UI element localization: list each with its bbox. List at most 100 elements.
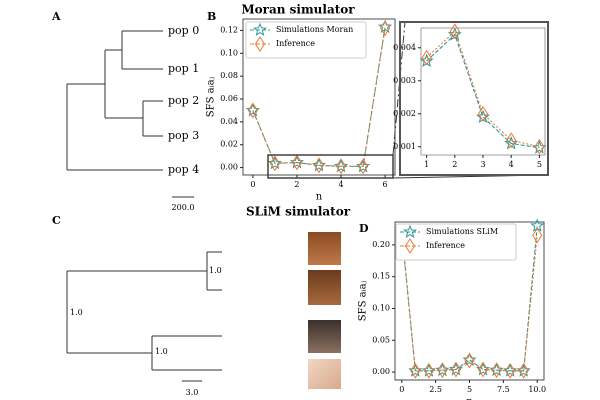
series-line (426, 33, 540, 149)
legend-marker (404, 238, 416, 254)
data-point (503, 363, 518, 377)
leaf-label: pop 0 (168, 24, 199, 37)
data-point (247, 102, 259, 119)
y-tick-label: 0.002 (393, 109, 416, 118)
legend-label: Inference (276, 39, 315, 48)
y-tick-label: 0.12 (220, 25, 238, 34)
x-axis-label: n (316, 192, 323, 203)
legend-label: Simulations Moran (276, 25, 353, 34)
panel-label: B (207, 10, 216, 23)
y-tick-label: 0.20 (372, 240, 390, 249)
data-point (356, 159, 371, 173)
panel-label: D (359, 222, 369, 235)
tree-branches (66, 251, 222, 371)
x-tick-label: 10.0 (528, 385, 546, 394)
y-tick-label: 0.001 (393, 142, 416, 151)
data-point (448, 362, 463, 376)
human-photo (308, 359, 341, 389)
scale-label: 200.0 (172, 203, 195, 212)
x-tick-label: 2.5 (429, 385, 442, 394)
support-label: 1.0 (70, 308, 83, 317)
x-tick-label: 2 (294, 180, 299, 189)
y-tick-label: 0.00 (220, 163, 238, 172)
legend-marker (402, 224, 418, 238)
legend-box (395, 223, 517, 261)
scale-label: 3.0 (186, 388, 199, 397)
x-tick-label: 0 (250, 180, 255, 189)
data-point (435, 362, 450, 377)
data-point (447, 27, 462, 41)
data-point (464, 352, 475, 369)
panel-label: A (51, 10, 61, 23)
y-tick-label: 0.02 (220, 140, 238, 149)
data-point (267, 155, 282, 170)
data-point (491, 362, 502, 379)
data-point (477, 361, 489, 378)
data-point (477, 105, 489, 122)
support-label: 1.0 (209, 266, 222, 275)
x-tick-label: 0 (399, 385, 404, 394)
data-point (532, 227, 543, 244)
support-label: 1.0 (155, 347, 168, 356)
data-point (291, 154, 303, 171)
data-point (534, 138, 545, 155)
data-point (449, 23, 460, 40)
data-point (518, 362, 529, 379)
data-point (335, 158, 347, 175)
legend-box (245, 21, 367, 59)
legend-label: Simulations SLiM (426, 227, 498, 236)
data-point (245, 103, 260, 117)
data-point (313, 157, 325, 174)
x-axis-label: n (466, 397, 473, 400)
data-point (462, 352, 477, 366)
legend-label: Inference (426, 241, 465, 250)
y-tick-label: 0.05 (372, 335, 390, 344)
chart-title: Moran simulator (241, 3, 355, 17)
y-tick-label: 0.10 (372, 303, 390, 312)
orangutan-sumatra-photo (308, 270, 341, 305)
data-point (421, 49, 432, 66)
orangutan-borneo-photo (308, 232, 341, 265)
series-line (426, 30, 540, 148)
y-tick-label: 0.15 (372, 272, 390, 281)
tree-c (66, 232, 341, 389)
data-point (489, 362, 504, 377)
data-point (289, 155, 304, 169)
data-point (357, 158, 369, 175)
data-point (475, 109, 491, 124)
tree-a (66, 30, 194, 198)
section-title: SLiM simulator (246, 205, 351, 219)
plot-frame (420, 27, 546, 156)
data-point (419, 53, 434, 67)
data-point (437, 362, 448, 379)
y-tick-label: 0.10 (220, 48, 238, 57)
x-tick-label: 1 (424, 160, 429, 169)
y-axis-label: SFS aᵢaⱼ (206, 76, 217, 117)
data-point (506, 132, 517, 149)
data-point (379, 20, 391, 37)
data-point (476, 362, 491, 376)
x-tick-label: 2 (452, 160, 457, 169)
x-tick-label: 5 (537, 160, 542, 169)
y-tick-label: 0.004 (393, 43, 416, 52)
data-point (450, 361, 462, 378)
data-point (334, 158, 349, 173)
data-point (269, 155, 281, 172)
y-tick-label: 0.003 (393, 76, 416, 85)
leaf-label: pop 4 (168, 163, 199, 176)
legend-marker (252, 22, 268, 36)
y-axis-label: SFS aᵢaⱼ (358, 280, 369, 321)
data-point (423, 362, 434, 379)
data-point (408, 363, 423, 377)
x-tick-label: 7.5 (497, 385, 510, 394)
legend-marker (254, 36, 266, 52)
y-tick-label: 0.06 (220, 94, 238, 103)
data-point (516, 363, 531, 377)
tree-branches (66, 30, 163, 171)
y-tick-label: 0.00 (372, 367, 390, 376)
data-point (311, 158, 327, 172)
data-point (410, 362, 421, 379)
zoom-box (267, 154, 394, 179)
y-tick-label: 0.08 (220, 71, 238, 80)
